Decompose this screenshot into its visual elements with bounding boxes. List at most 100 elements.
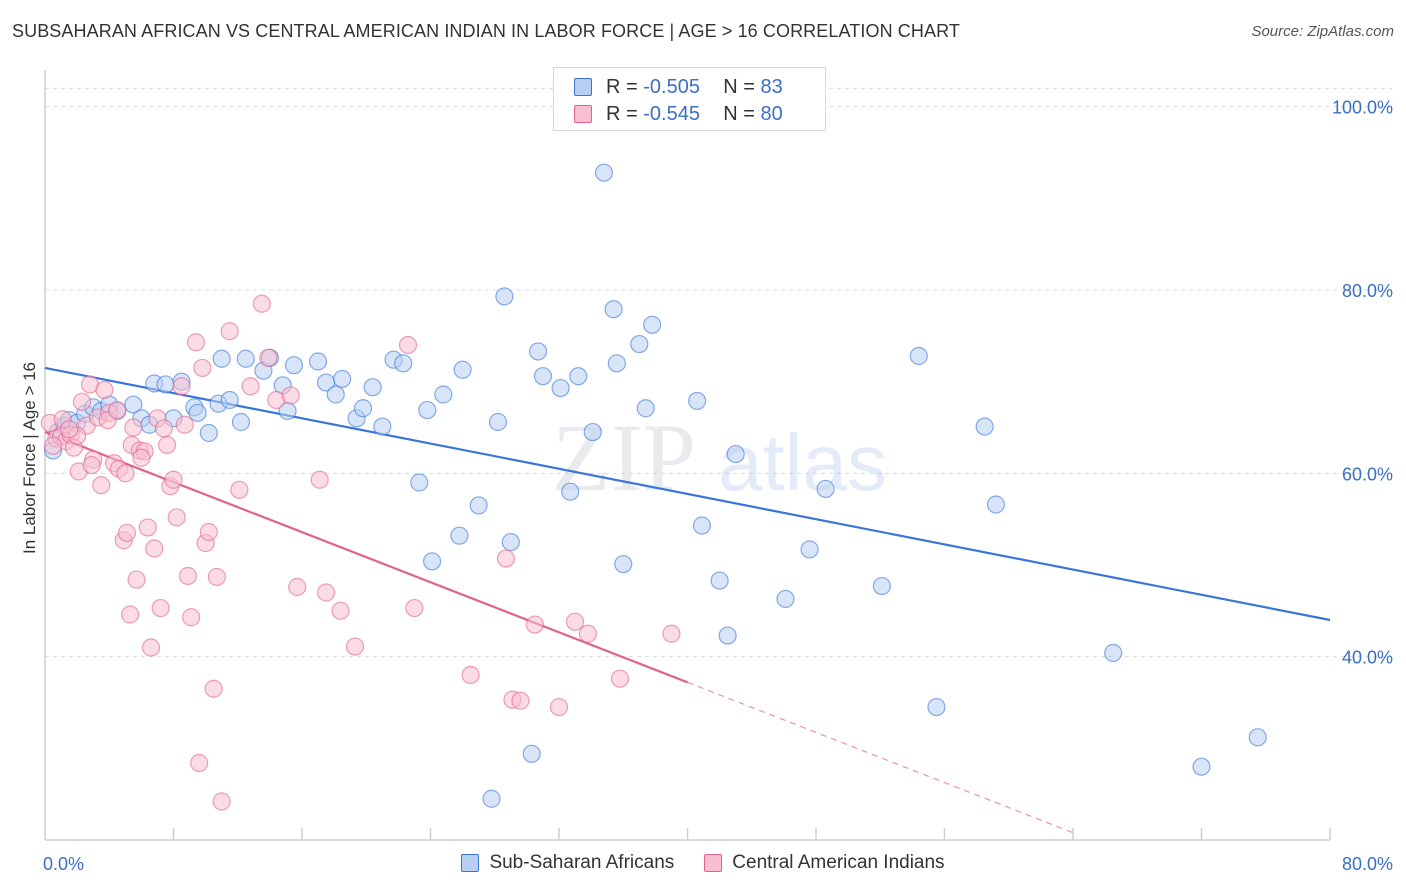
point-central-american — [662, 624, 681, 643]
point-sub-saharan — [495, 287, 514, 306]
point-sub-saharan — [986, 495, 1006, 514]
point-sub-saharan — [692, 516, 712, 535]
point-sub-saharan — [533, 367, 553, 386]
point-sub-saharan — [353, 399, 373, 418]
x-tick-label: 80.0% — [1342, 854, 1393, 874]
legend-r-value: -0.545 — [643, 102, 700, 125]
point-sub-saharan — [688, 391, 707, 411]
point-central-american — [151, 598, 170, 618]
point-central-american — [172, 377, 191, 396]
point-central-american — [92, 476, 111, 495]
point-central-american — [138, 518, 157, 537]
point-sub-saharan — [284, 356, 304, 375]
point-sub-saharan — [450, 526, 469, 545]
point-central-american — [511, 691, 530, 710]
x-tick-label: 0.0% — [43, 854, 84, 874]
axes — [44, 70, 1331, 841]
point-sub-saharan — [816, 479, 835, 499]
point-sub-saharan — [718, 626, 737, 645]
point-sub-saharan — [800, 540, 819, 559]
point-central-american — [157, 435, 177, 455]
point-central-american — [164, 470, 183, 489]
point-sub-saharan — [569, 367, 588, 386]
point-central-american — [95, 380, 114, 400]
legend-label: Central American Indians — [732, 852, 945, 873]
point-central-american — [141, 638, 161, 657]
point-sub-saharan — [363, 378, 382, 397]
point-sub-saharan — [710, 571, 729, 590]
point-sub-saharan — [333, 369, 352, 389]
point-central-american — [59, 420, 79, 439]
legend-n-value: 80 — [760, 102, 783, 125]
point-sub-saharan — [1104, 643, 1123, 663]
trend-lines — [44, 366, 1331, 834]
point-sub-saharan — [124, 395, 143, 414]
tick-labels: 40.0% 60.0% 80.0% 100.0% 0.0% 80.0% — [43, 98, 1393, 874]
point-central-american — [199, 522, 218, 542]
point-central-american — [175, 415, 194, 434]
point-sub-saharan — [501, 532, 520, 552]
chart-title: SUBSAHARAN AFRICAN VS CENTRAL AMERICAN I… — [12, 21, 960, 41]
point-sub-saharan — [604, 300, 623, 319]
y-tick-label: 60.0% — [1342, 464, 1393, 484]
point-sub-saharan — [872, 576, 891, 596]
point-sub-saharan — [561, 482, 580, 501]
grid-lines — [45, 87, 1392, 658]
point-sub-saharan — [482, 789, 501, 808]
point-central-american — [82, 455, 101, 475]
chart-source: Source: ZipAtlas.com — [1251, 23, 1394, 40]
point-central-american — [398, 335, 418, 355]
point-sub-saharan — [636, 399, 655, 418]
pink-swatch — [704, 854, 723, 872]
pink-swatch — [574, 105, 592, 123]
point-sub-saharan — [927, 697, 946, 717]
point-central-american — [549, 697, 569, 717]
point-central-american — [186, 333, 206, 352]
point-central-american — [259, 348, 278, 367]
point-central-american — [578, 624, 598, 643]
point-central-american — [220, 322, 239, 341]
legend-item-sub-saharan[interactable]: Sub-Saharan Africans — [461, 852, 674, 874]
point-central-american — [331, 601, 350, 620]
point-central-american — [252, 294, 271, 313]
point-sub-saharan — [488, 412, 508, 432]
point-central-american — [565, 612, 585, 631]
point-sub-saharan — [156, 375, 175, 394]
point-sub-saharan — [1192, 757, 1211, 776]
point-sub-saharan — [909, 346, 928, 366]
trend-line-sub-saharan — [44, 366, 1331, 622]
legend-n-label: N = — [723, 75, 755, 98]
point-sub-saharan — [529, 342, 548, 361]
legend-n-value: 83 — [760, 75, 783, 98]
point-central-american — [496, 549, 516, 568]
point-central-american — [461, 665, 480, 685]
point-sub-saharan — [453, 360, 472, 379]
point-sub-saharan — [236, 349, 255, 368]
y-tick-label: 40.0% — [1342, 648, 1393, 668]
point-central-american — [193, 358, 212, 378]
point-central-american — [178, 566, 198, 586]
point-central-american — [117, 523, 137, 543]
point-central-american — [310, 470, 329, 489]
point-central-american — [241, 377, 260, 396]
series-legend: Sub-Saharan Africans Central American In… — [0, 852, 1406, 874]
point-sub-saharan — [469, 496, 488, 515]
legend-label: Sub-Saharan Africans — [489, 852, 675, 873]
point-central-american — [121, 605, 140, 624]
blue-swatch — [461, 854, 480, 872]
point-central-american — [610, 669, 630, 688]
point-central-american — [345, 637, 365, 656]
trend-line-central-american — [44, 431, 688, 684]
legend-item-central-american[interactable]: Central American Indians — [704, 852, 945, 874]
point-sub-saharan — [188, 403, 207, 422]
point-sub-saharan — [726, 444, 745, 464]
legend-n-label: N = — [723, 102, 755, 125]
point-central-american — [204, 679, 223, 698]
point-sub-saharan — [643, 315, 662, 334]
legend-r-label: R = — [606, 75, 638, 98]
y-tick-label: 80.0% — [1342, 281, 1393, 301]
point-sub-saharan — [212, 349, 231, 368]
point-central-american — [190, 753, 209, 773]
point-sub-saharan — [373, 417, 392, 436]
